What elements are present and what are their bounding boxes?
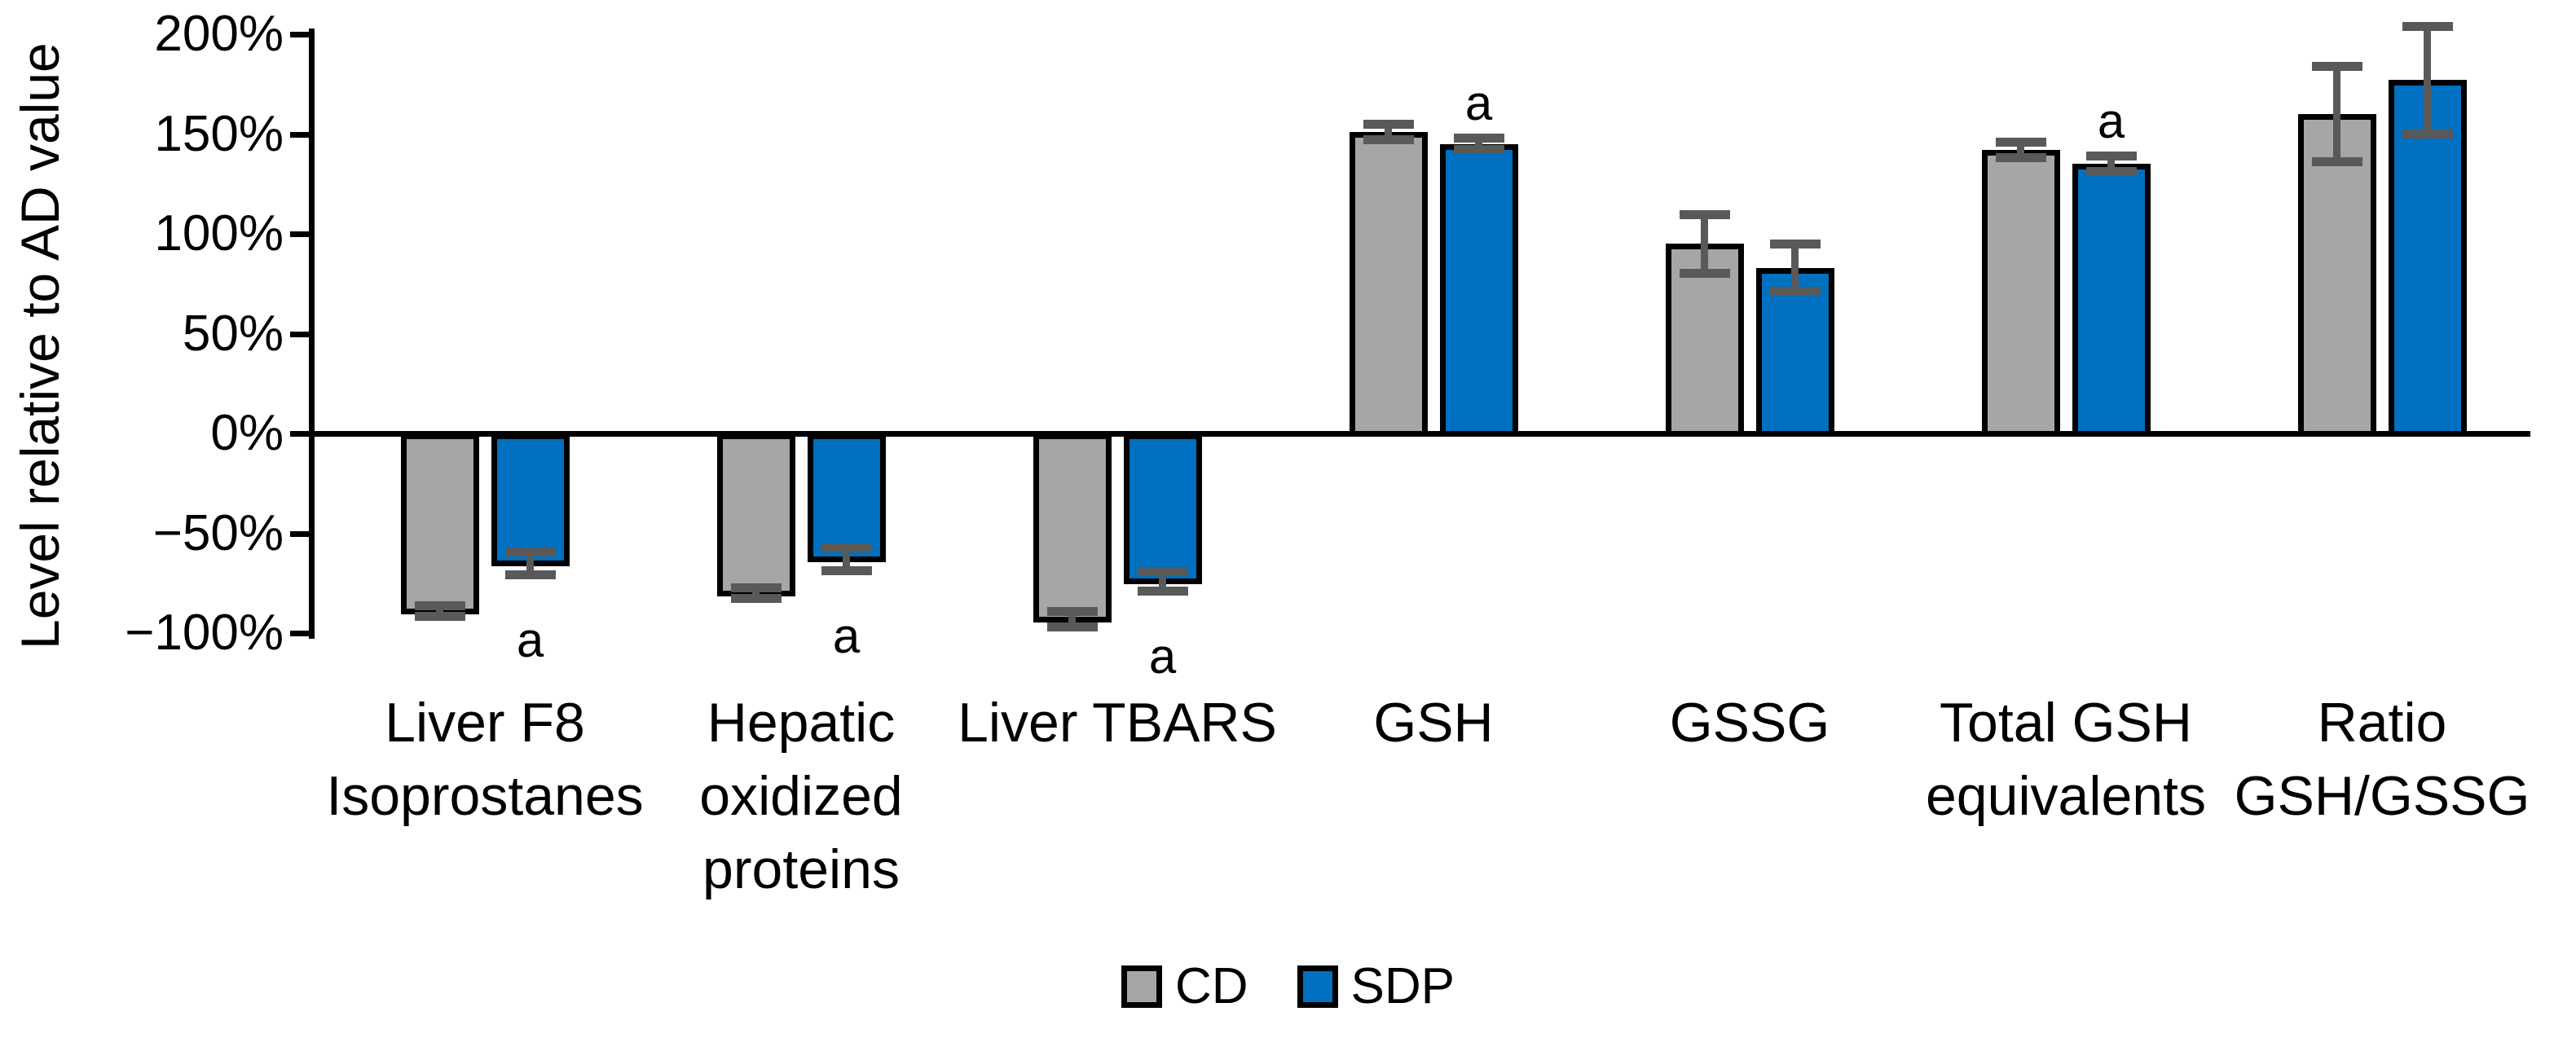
y-tick-label: −100% — [125, 605, 284, 661]
bar-sdp — [2072, 164, 2151, 437]
error-bar-cap — [1769, 287, 1821, 297]
error-bar-cap — [1769, 240, 1821, 249]
category-label: Liver F8 Isoprostanes — [314, 686, 656, 833]
error-bar-cap — [1046, 607, 1098, 617]
error-bar-cap — [2402, 129, 2453, 139]
error-bar-cap — [1046, 622, 1098, 631]
significance-letter: a — [516, 612, 544, 667]
error-bar-cap — [1995, 138, 2046, 147]
error-bar-cap — [730, 583, 782, 592]
bar-sdp — [1439, 143, 1518, 437]
y-tick-mark — [290, 530, 313, 537]
error-bar — [752, 587, 760, 600]
y-tick-label: 150% — [154, 105, 284, 162]
error-bar — [843, 547, 850, 572]
error-bar-cap — [414, 612, 465, 622]
error-bar-cap — [1137, 567, 1188, 577]
error-bar-cap — [1363, 120, 1414, 130]
legend-swatch-sdp — [1297, 965, 1338, 1008]
significance-letter: a — [1464, 76, 1493, 131]
legend-label: SDP — [1350, 958, 1455, 1014]
significance-letter: a — [832, 609, 861, 664]
category-label-line: Liver TBARS — [958, 692, 1277, 754]
category-label-line: Hepatic — [707, 692, 896, 754]
error-bar — [1475, 138, 1482, 151]
y-tick-mark — [290, 331, 313, 337]
category-label-line: equivalents — [1925, 765, 2207, 827]
error-bar-cap — [2402, 22, 2453, 32]
error-bar — [1701, 213, 1708, 274]
error-bar-cap — [2085, 167, 2137, 177]
legend-label: CD — [1174, 958, 1248, 1014]
bar-cd — [1981, 150, 2060, 437]
bar-cd — [400, 433, 479, 615]
y-tick-label: −50% — [152, 504, 284, 561]
category-label-line: Total GSH — [1940, 692, 2192, 754]
error-bar-cap — [730, 594, 782, 604]
y-tick-mark — [290, 231, 313, 237]
category-label: Total GSH equivalents — [1895, 686, 2237, 833]
error-bar — [1159, 571, 1166, 592]
category-label: Liver TBARS — [946, 686, 1288, 759]
error-bar-cap — [821, 566, 872, 576]
y-tick-label: 100% — [154, 205, 284, 262]
bar-cd — [716, 433, 795, 596]
error-bar — [2424, 26, 2431, 134]
error-bar-cap — [2311, 62, 2362, 72]
error-bar — [2333, 66, 2340, 162]
bar-cd — [1033, 433, 1112, 622]
category-label-line: Liver F8 — [385, 692, 585, 754]
error-bar-cap — [1363, 134, 1414, 144]
bar-sdp — [1123, 433, 1202, 585]
significance-letter: a — [2097, 94, 2125, 149]
error-bar — [436, 605, 443, 618]
error-bar — [1385, 124, 1392, 140]
y-tick-label: 200% — [154, 6, 284, 62]
error-bar — [526, 551, 534, 575]
error-bar-cap — [1679, 269, 1730, 278]
category-label-line: Ratio — [2317, 692, 2447, 754]
legend: CD SDP — [0, 961, 2576, 1012]
category-label-line: GSH/GSSG — [2234, 765, 2530, 827]
error-bar-cap — [1995, 152, 2046, 162]
error-bar — [1068, 611, 1076, 627]
y-tick-mark — [290, 631, 313, 636]
error-bar-cap — [414, 600, 465, 610]
category-label-line: oxidized — [699, 765, 903, 827]
y-tick-mark — [290, 32, 313, 37]
bar-cd — [1349, 132, 1428, 437]
y-tick-label: 0% — [210, 405, 284, 461]
error-bar-cap — [1137, 586, 1188, 596]
legend-item-cd: CD — [1121, 961, 1248, 1012]
error-bar-cap — [1453, 134, 1504, 143]
category-label: Ratio GSH/GSSG — [2211, 686, 2553, 833]
category-label: GSSG — [1579, 686, 1921, 759]
category-label: Hepatic oxidized proteins — [630, 686, 972, 906]
category-label-line: Isoprostanes — [326, 765, 644, 827]
error-bar — [2017, 142, 2024, 158]
y-tick-mark — [290, 131, 313, 138]
category-label-line: GSH — [1373, 692, 1494, 754]
error-bar-cap — [2311, 156, 2362, 166]
error-bar-cap — [504, 547, 556, 556]
category-label-line: GSSG — [1669, 692, 1830, 754]
error-bar-cap — [1453, 145, 1504, 155]
error-bar-cap — [2085, 152, 2137, 161]
category-label-line: proteins — [702, 838, 900, 900]
bar-cd — [2297, 114, 2376, 437]
legend-item-sdp: SDP — [1297, 961, 1455, 1012]
x-axis-line — [309, 431, 2530, 437]
y-tick-label: 50% — [182, 305, 284, 362]
error-bar-cap — [821, 543, 872, 552]
error-bar-cap — [1679, 209, 1730, 219]
legend-swatch-cd — [1121, 965, 1162, 1008]
error-bar-cap — [504, 570, 556, 579]
error-bar — [2107, 156, 2115, 173]
significance-letter: a — [1148, 628, 1177, 684]
y-tick-mark — [290, 431, 313, 437]
category-label: GSH — [1262, 686, 1605, 759]
error-bar — [1791, 244, 1799, 292]
